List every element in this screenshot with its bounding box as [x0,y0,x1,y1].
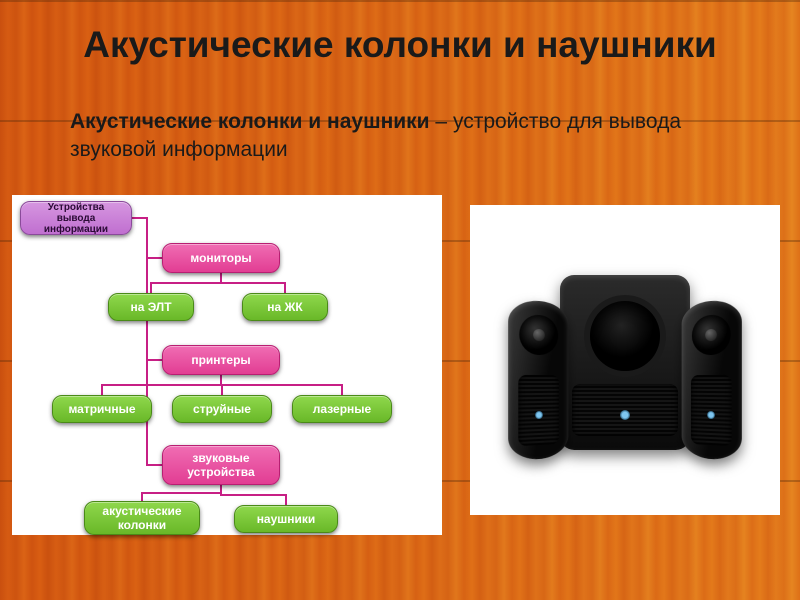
speakers-panel [470,205,780,515]
node-matrix: матричные [52,395,152,423]
slide-title: Акустические колонки и наушники [0,24,800,66]
node-mon: мониторы [162,243,280,273]
node-laser: лазерные [292,395,392,423]
speaker-illustration [470,205,780,515]
subwoofer-icon [560,275,690,450]
speaker-right-icon [682,299,742,461]
diagram-nodes: Устройства вывода информации мониторы на Э… [12,195,442,535]
node-prn: принтеры [162,345,280,375]
node-snd: звуковые устройства [162,445,280,485]
body-text: Акустические колонки и наушники – устрой… [70,108,750,165]
node-hp: наушники [234,505,338,533]
speaker-left-icon [508,299,568,461]
body-bold: Акустические колонки и наушники [70,110,430,133]
node-root: Устройства вывода информации [20,201,132,235]
diagram-panel: Устройства вывода информации мониторы на Э… [12,195,442,535]
node-lcd: на ЖК [242,293,328,321]
node-elt: на ЭЛТ [108,293,194,321]
node-spk: акустические колонки [84,501,200,535]
node-ink: струйные [172,395,272,423]
